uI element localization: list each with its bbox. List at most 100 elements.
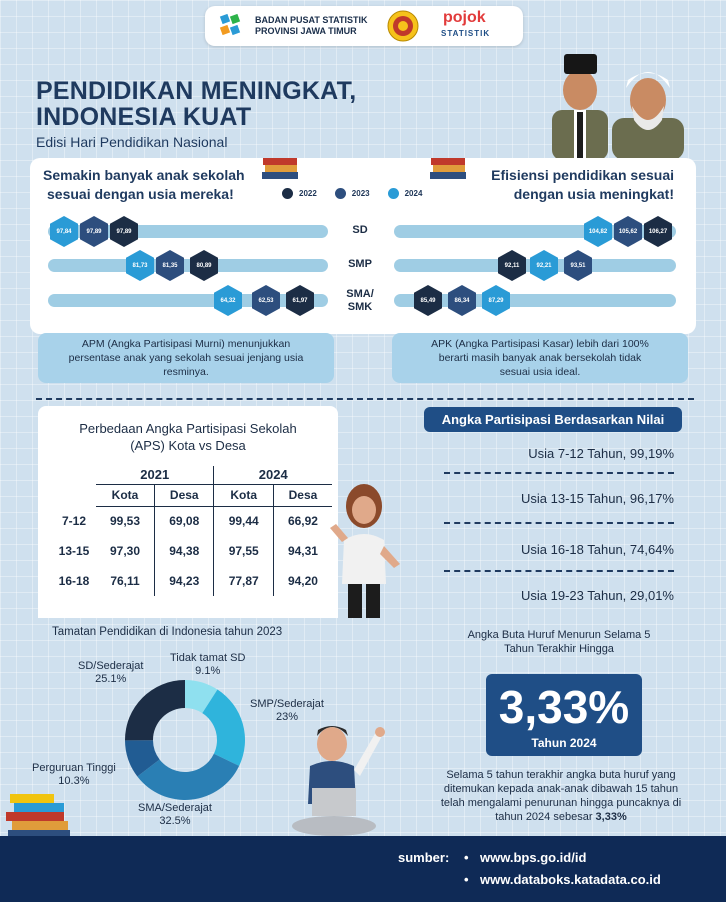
apk-smp-2023: 92,21 <box>530 250 558 281</box>
aps-title-1: Perbedaan Angka Partisipasi Sekolah <box>79 421 297 436</box>
university-seal-icon <box>387 10 419 42</box>
education-title: Tamatan Pendidikan di Indonesia tahun 20… <box>52 626 283 638</box>
literacy-description: Selama 5 tahun terakhir angka buta huruf… <box>396 768 726 824</box>
literacy-desc-3: telah mengalami penurunan hingga puncakn… <box>440 797 682 809</box>
bps-logo-icon <box>219 13 241 36</box>
source-link-bps[interactable]: www.bps.go.id/id <box>480 850 587 865</box>
aps-cell: 77,87 <box>213 566 274 596</box>
apm-sma-2022: 64,32 <box>214 285 242 316</box>
apk-sd-2023: 105,62 <box>614 216 642 247</box>
apk-heading-2: dengan usia meningkat! <box>513 186 674 202</box>
title-line-2: INDONESIA KUAT <box>36 103 252 131</box>
slice-name: SMA/Sederajat <box>138 802 212 814</box>
apm-sma-2024: 61,97 <box>286 285 314 316</box>
level-sma-line-1: SMA/ <box>346 288 374 300</box>
legend-2023: 2023 <box>351 189 370 198</box>
pojok-logo-text: pojok <box>443 9 486 26</box>
slice-value: 9.1% <box>195 665 221 677</box>
footer: sumber: • www.bps.go.id/id • www.databok… <box>0 836 726 902</box>
aps-year-2024: 2024 <box>213 466 332 485</box>
literacy-heading-1: Angka Buta Huruf Menurun Selama 5 <box>467 629 651 641</box>
national-heroes-illustration <box>552 54 684 160</box>
table-row: 13-15 97,30 94,38 97,55 94,31 <box>52 536 332 566</box>
slice-value: 25.1% <box>95 673 127 685</box>
literacy-desc-bold: 3,33% <box>595 811 627 823</box>
by-value-heading: Angka Partisipasi Berdasarkan Nilai <box>424 407 682 432</box>
apm-sd-2023: 97,89 <box>80 216 108 247</box>
apm-note: APM (Angka Partisipasi Murni) menunjukka… <box>38 333 334 383</box>
aps-cell: 97,30 <box>109 544 141 558</box>
source-bullet-2: • <box>464 872 469 887</box>
aps-col-desa-2: Desa <box>272 484 332 507</box>
slice-name: SMP/Sederajat <box>250 698 324 710</box>
aps-card: Perbedaan Angka Partisipasi Sekolah (APS… <box>38 406 338 618</box>
aps-cell: 69,08 <box>154 506 214 536</box>
slice-name: Tidak tamat SD <box>170 652 246 664</box>
aps-col-desa-1: Desa <box>154 484 214 507</box>
apk-smp-2022: 92,11 <box>498 250 526 281</box>
boy-with-laptop-illustration <box>292 726 385 836</box>
legend-2024: 2024 <box>404 189 423 198</box>
aps-cell: 94,20 <box>272 566 332 596</box>
apm-sd-2022: 97,84 <box>50 216 78 247</box>
apk-sd-2022: 104,82 <box>584 216 612 247</box>
source-label: sumber: <box>398 850 450 865</box>
book-stack-illustration <box>6 794 70 839</box>
apk-note-line-3: sesuai usia ideal. <box>499 366 581 378</box>
apk-sd-2024: 106,27 <box>644 216 672 247</box>
slice-value: 23% <box>275 711 298 723</box>
slice-name: SD/Sederajat <box>78 660 144 672</box>
aps-cell: 99,44 <box>213 506 274 536</box>
apm-heading-1: Semakin banyak anak sekolah <box>43 167 245 183</box>
by-value-divider <box>444 522 674 524</box>
legend-2023-dot <box>334 188 346 199</box>
by-value-item-3: Usia 16-18 Tahun, 74,64% <box>521 542 674 557</box>
apk-sma-2022: 85,49 <box>414 285 442 316</box>
level-smp: SMP <box>348 258 372 270</box>
by-value-item-4: Usia 19-23 Tahun, 29,01% <box>521 588 674 603</box>
legend-2022-dot <box>282 188 293 199</box>
apm-smp-2023: 81,35 <box>156 250 184 281</box>
source-link-databoks[interactable]: www.databoks.katadata.co.id <box>480 872 661 887</box>
apk-sma-2023: 86,34 <box>448 285 476 316</box>
books-icon <box>262 158 298 179</box>
apm-smp-2022: 81,73 <box>126 250 154 281</box>
apm-sma-2023: 62,53 <box>252 285 280 316</box>
apk-smp-2024: 93,51 <box>564 250 592 281</box>
aps-cell: 66,92 <box>272 506 332 536</box>
apk-sma-2024: 87,29 <box>482 285 510 316</box>
donut-slice-sma-sederajat <box>137 753 240 800</box>
apm-note-line-1: APM (Angka Partisipasi Murni) menunjukka… <box>81 338 291 350</box>
donut-slice-tidak-tamat-sd <box>185 680 218 714</box>
donut-slice-sd-sederajat <box>125 680 185 741</box>
aps-cell: 94,23 <box>154 566 214 596</box>
slice-label-sma: SMA/Sederajat 32.5% <box>138 802 212 828</box>
table-row: 7-12 99,53 69,08 99,44 66,92 <box>52 506 332 536</box>
literacy-year: Tahun 2024 <box>531 736 597 750</box>
aps-age: 13-15 <box>58 544 90 558</box>
logo-bar: BADAN PUSAT STATISTIK PROVINSI JAWA TIMU… <box>205 6 523 46</box>
literacy-heading: Angka Buta Huruf Menurun Selama 5 Tahun … <box>414 628 704 656</box>
title-line-1: PENDIDIKAN MENINGKAT, <box>36 77 357 105</box>
literacy-desc-1: Selama 5 tahun terakhir angka buta huruf… <box>446 769 676 781</box>
books-icon-right <box>430 158 466 179</box>
aps-cell: 97,55 <box>213 536 274 566</box>
aps-table: 2021 2024 Kota Desa Kota Desa 7-12 99,53… <box>52 466 332 596</box>
education-donut-chart <box>125 680 245 800</box>
section-divider <box>36 398 694 400</box>
aps-age: 7-12 <box>61 514 87 528</box>
slice-value: 10.3% <box>58 775 90 787</box>
literacy-heading-2: Tahun Terakhir Hingga <box>504 643 614 655</box>
literacy-desc-2: ditemukan kepada anak-anak dibawah 15 ta… <box>443 783 679 795</box>
by-value-item-1: Usia 7-12 Tahun, 99,19% <box>528 446 674 461</box>
apk-note-line-2: berarti masih banyak anak bersekolah tid… <box>438 352 642 364</box>
slice-name: Perguruan Tinggi <box>32 762 116 774</box>
donut-slice-smp-sederajat <box>202 689 245 766</box>
apm-heading-2: sesuai dengan usia mereka! <box>47 186 234 202</box>
aps-cell: 76,11 <box>110 574 140 588</box>
page-subtitle: Edisi Hari Pendidikan Nasional <box>36 134 228 150</box>
literacy-desc-4: tahun 2024 sebesar <box>495 811 593 823</box>
apm-sd-2024: 97,89 <box>110 216 138 247</box>
aps-cell: 94,38 <box>154 536 214 566</box>
